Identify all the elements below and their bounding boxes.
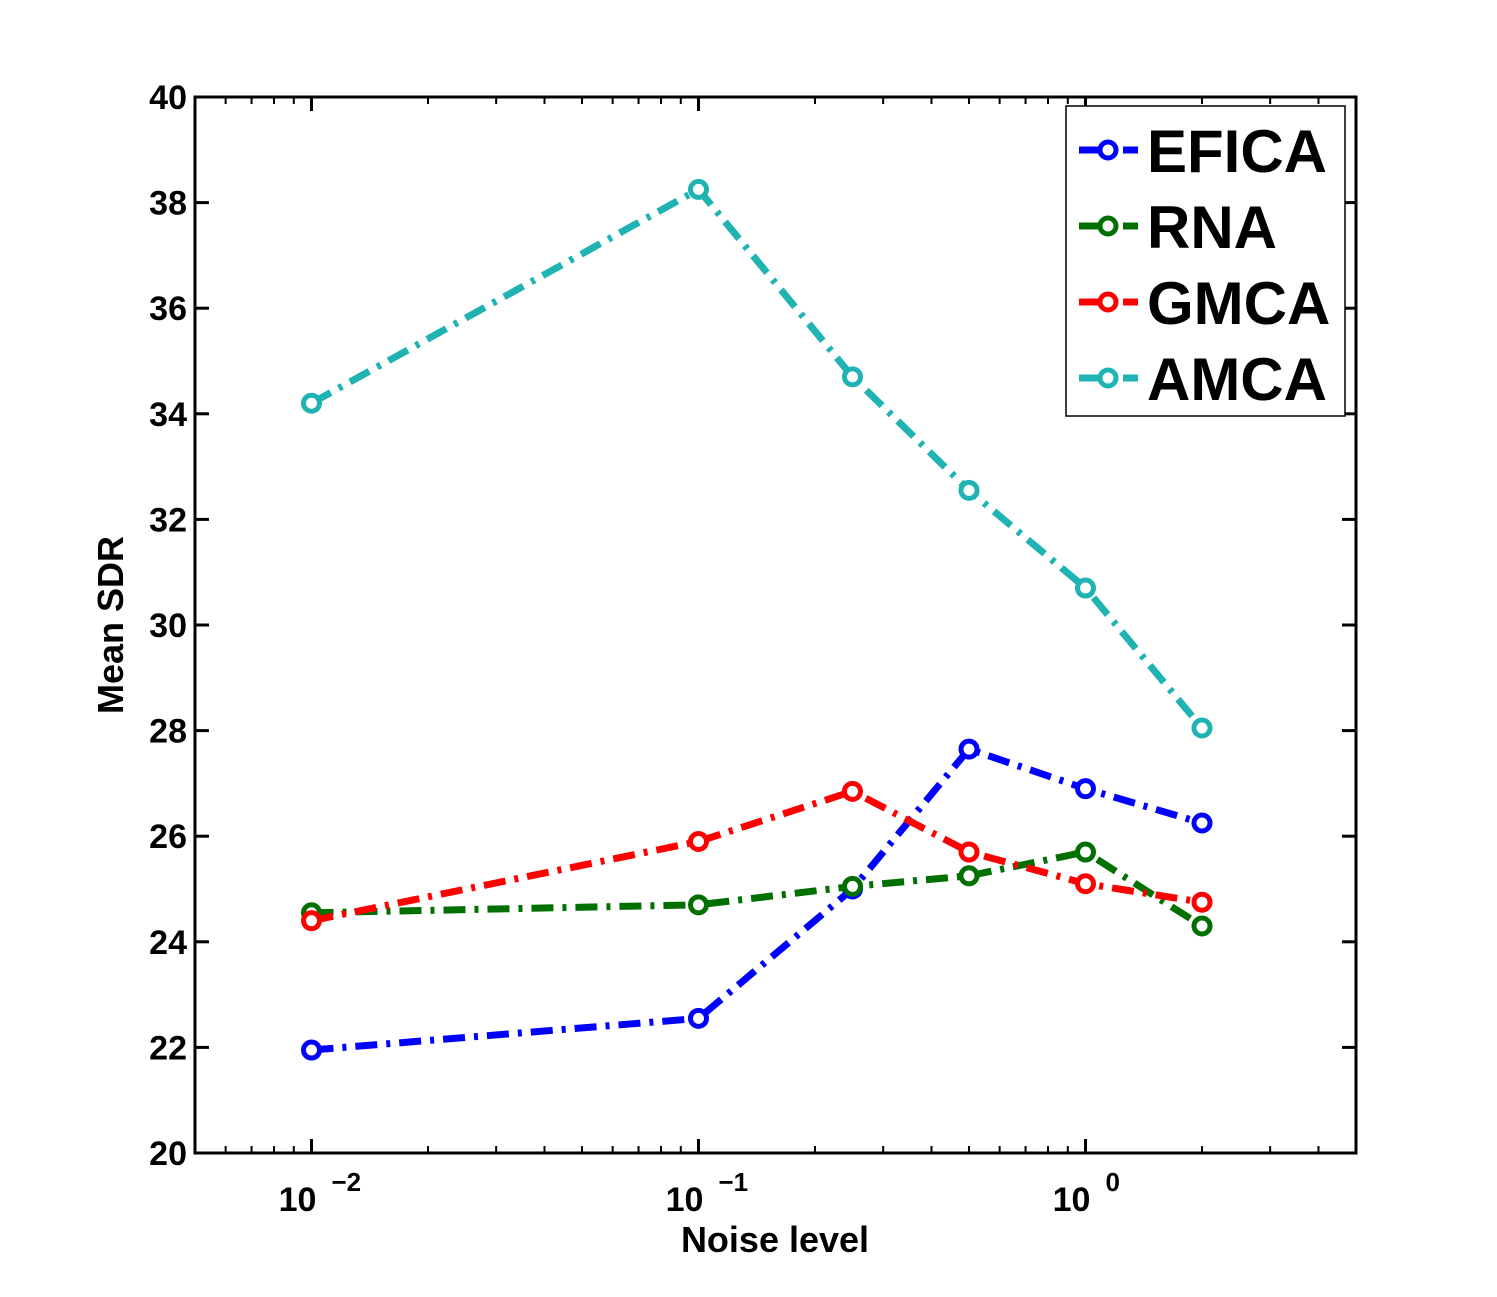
data-point — [1191, 915, 1213, 937]
series-line — [310, 787, 1203, 925]
legend-label: EFICA — [1147, 118, 1327, 185]
y-axis-label: Mean SDR — [90, 536, 131, 714]
y-tick-label: 36 — [149, 290, 187, 328]
data-point — [687, 830, 709, 852]
y-tick-label: 38 — [149, 185, 187, 223]
x-tick-label-exponent: −1 — [718, 1167, 748, 1197]
x-tick-label-exponent: −2 — [331, 1167, 361, 1197]
data-point — [1191, 717, 1213, 739]
x-axis-label: Noise level — [681, 1219, 869, 1260]
data-point — [1074, 577, 1096, 599]
series-rna — [300, 841, 1213, 937]
data-point — [842, 780, 864, 802]
y-tick-label: 22 — [149, 1029, 187, 1067]
legend-marker — [1097, 367, 1119, 389]
data-point — [300, 392, 322, 414]
x-tick-label: 10 — [1053, 1181, 1091, 1219]
legend-entry: AMCA — [1079, 346, 1327, 413]
data-point — [300, 1039, 322, 1061]
y-tick-label: 24 — [149, 924, 187, 962]
data-point — [1074, 778, 1096, 800]
data-point — [842, 875, 864, 897]
legend: EFICA RNA GMCA AMCA — [1065, 105, 1346, 417]
series-layer — [300, 178, 1213, 1061]
data-point — [842, 366, 864, 388]
data-point — [1074, 873, 1096, 895]
x-tick-label: 10 — [666, 1181, 704, 1219]
x-tick-label-exponent: 0 — [1105, 1167, 1119, 1197]
y-tick-label: 34 — [149, 396, 187, 434]
legend-marker — [1097, 291, 1119, 313]
data-point — [687, 894, 709, 916]
series-line — [311, 848, 1204, 929]
y-tick-label: 32 — [149, 501, 187, 539]
data-point — [958, 479, 980, 501]
y-tick-label: 30 — [149, 607, 187, 645]
legend-entry: GMCA — [1079, 270, 1330, 337]
x-tick-label: 10 — [279, 1181, 317, 1219]
legend-label: GMCA — [1147, 270, 1330, 337]
legend-marker — [1097, 215, 1119, 237]
y-tick-label: 40 — [149, 79, 187, 117]
y-tick-label: 26 — [149, 818, 187, 856]
data-point — [958, 865, 980, 887]
legend-label: AMCA — [1147, 346, 1327, 413]
legend-entry: EFICA — [1079, 118, 1327, 185]
data-point — [687, 178, 709, 200]
axis-layer: 20 22 24 26 28 30 32 34 36 38 40 10 −2 10 −1 10 0 — [149, 79, 1356, 1219]
series-line — [309, 185, 1205, 731]
data-point — [958, 841, 980, 863]
data-point — [1191, 812, 1213, 834]
legend-entry: RNA — [1079, 194, 1277, 261]
data-point — [687, 1007, 709, 1029]
data-point — [1074, 841, 1096, 863]
data-point — [1191, 891, 1213, 913]
data-point — [958, 738, 980, 760]
legend-marker — [1097, 139, 1119, 161]
y-tick-label: 28 — [149, 713, 187, 751]
series-amca — [300, 178, 1213, 739]
legend-label: RNA — [1147, 194, 1277, 261]
series-gmca — [300, 780, 1213, 932]
y-tick-label: 20 — [149, 1135, 187, 1173]
data-point — [300, 910, 322, 932]
